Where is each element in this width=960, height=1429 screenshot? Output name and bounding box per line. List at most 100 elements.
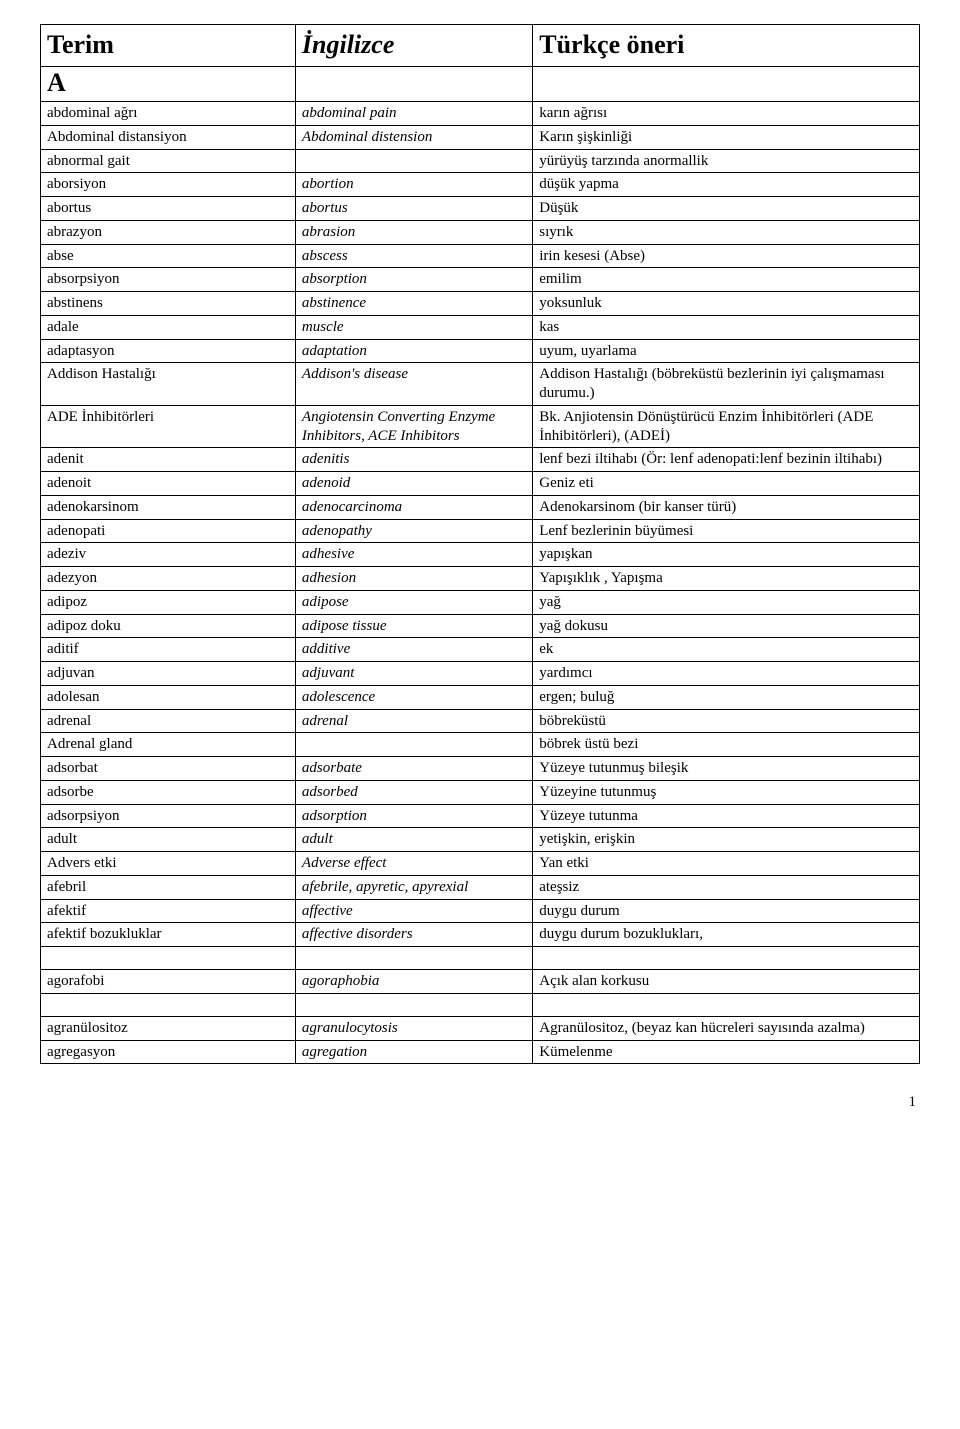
spacer-row bbox=[41, 947, 920, 970]
cell-turkce: duygu durum bozuklukları, bbox=[533, 923, 920, 947]
cell-ingilizce: agranulocytosis bbox=[295, 1016, 532, 1040]
cell-terim: abortus bbox=[41, 197, 296, 221]
cell-terim: abnormal gait bbox=[41, 149, 296, 173]
cell-turkce: Karın şişkinliği bbox=[533, 125, 920, 149]
empty-cell bbox=[41, 947, 296, 970]
cell-ingilizce: Abdominal distension bbox=[295, 125, 532, 149]
cell-turkce: yağ bbox=[533, 590, 920, 614]
cell-terim: adenokarsinom bbox=[41, 495, 296, 519]
cell-turkce: sıyrık bbox=[533, 220, 920, 244]
cell-turkce: böbrek üstü bezi bbox=[533, 733, 920, 757]
cell-terim: adenit bbox=[41, 448, 296, 472]
section-row: A bbox=[41, 66, 920, 102]
cell-terim: agranülositoz bbox=[41, 1016, 296, 1040]
table-row: adjuvanadjuvantyardımcı bbox=[41, 662, 920, 686]
cell-turkce: böbreküstü bbox=[533, 709, 920, 733]
cell-turkce: yoksunluk bbox=[533, 292, 920, 316]
cell-ingilizce: abstinence bbox=[295, 292, 532, 316]
cell-turkce: irin kesesi (Abse) bbox=[533, 244, 920, 268]
table-row: absorpsiyonabsorptionemilim bbox=[41, 268, 920, 292]
cell-terim: adenoit bbox=[41, 472, 296, 496]
cell-terim: adipoz bbox=[41, 590, 296, 614]
cell-turkce: Adenokarsinom (bir kanser türü) bbox=[533, 495, 920, 519]
cell-ingilizce: additive bbox=[295, 638, 532, 662]
cell-ingilizce: adolescence bbox=[295, 685, 532, 709]
cell-terim: aborsiyon bbox=[41, 173, 296, 197]
cell-terim: afebril bbox=[41, 875, 296, 899]
cell-turkce: uyum, uyarlama bbox=[533, 339, 920, 363]
header-turkce: Türkçe öneri bbox=[533, 25, 920, 67]
table-row: adsorbeadsorbedYüzeyine tutunmuş bbox=[41, 780, 920, 804]
cell-ingilizce: adhesion bbox=[295, 567, 532, 591]
cell-terim: Addison Hastalığı bbox=[41, 363, 296, 406]
cell-ingilizce bbox=[295, 149, 532, 173]
cell-ingilizce: adenopathy bbox=[295, 519, 532, 543]
cell-terim: adjuvan bbox=[41, 662, 296, 686]
cell-terim: adsorbat bbox=[41, 757, 296, 781]
table-row: adipozadiposeyağ bbox=[41, 590, 920, 614]
empty-cell bbox=[295, 947, 532, 970]
table-row: abrazyonabrasionsıyrık bbox=[41, 220, 920, 244]
cell-ingilizce: Adverse effect bbox=[295, 852, 532, 876]
cell-terim: adenopati bbox=[41, 519, 296, 543]
table-row: agregasyonagregationKümelenme bbox=[41, 1040, 920, 1064]
cell-turkce: ek bbox=[533, 638, 920, 662]
cell-terim: absorpsiyon bbox=[41, 268, 296, 292]
empty-cell bbox=[295, 66, 532, 102]
table-row: Addison HastalığıAddison's diseaseAddiso… bbox=[41, 363, 920, 406]
cell-ingilizce: abortion bbox=[295, 173, 532, 197]
cell-ingilizce: adipose bbox=[295, 590, 532, 614]
cell-ingilizce: abdominal pain bbox=[295, 102, 532, 126]
empty-cell bbox=[533, 993, 920, 1016]
cell-turkce: Kümelenme bbox=[533, 1040, 920, 1064]
table-row: afektifaffectiveduygu durum bbox=[41, 899, 920, 923]
cell-ingilizce: adaptation bbox=[295, 339, 532, 363]
cell-terim: adsorpsiyon bbox=[41, 804, 296, 828]
cell-ingilizce: Angiotensin Converting Enzyme Inhibitors… bbox=[295, 405, 532, 448]
page-number: 1 bbox=[40, 1094, 920, 1111]
cell-terim: Adrenal gland bbox=[41, 733, 296, 757]
cell-terim: adsorbe bbox=[41, 780, 296, 804]
cell-terim: Advers etki bbox=[41, 852, 296, 876]
table-row: adolesanadolescenceergen; buluğ bbox=[41, 685, 920, 709]
empty-cell bbox=[533, 947, 920, 970]
cell-turkce: karın ağrısı bbox=[533, 102, 920, 126]
cell-turkce: Lenf bezlerinin büyümesi bbox=[533, 519, 920, 543]
table-row: Adrenal gland böbrek üstü bezi bbox=[41, 733, 920, 757]
cell-turkce: yağ dokusu bbox=[533, 614, 920, 638]
cell-ingilizce: affective bbox=[295, 899, 532, 923]
cell-turkce: Yüzeye tutunma bbox=[533, 804, 920, 828]
cell-terim: adrenal bbox=[41, 709, 296, 733]
cell-ingilizce: abortus bbox=[295, 197, 532, 221]
table-row: adenitadenitislenf bezi iltihabı (Ör: le… bbox=[41, 448, 920, 472]
table-row: adenopatiadenopathyLenf bezlerinin büyüm… bbox=[41, 519, 920, 543]
table-row: aborsiyonabortiondüşük yapma bbox=[41, 173, 920, 197]
table-row: abortusabortusDüşük bbox=[41, 197, 920, 221]
cell-ingilizce: affective disorders bbox=[295, 923, 532, 947]
table-row: adultadultyetişkin, erişkin bbox=[41, 828, 920, 852]
cell-ingilizce: afebrile, apyretic, apyrexial bbox=[295, 875, 532, 899]
cell-ingilizce bbox=[295, 733, 532, 757]
cell-turkce: düşük yapma bbox=[533, 173, 920, 197]
table-row: Advers etkiAdverse effectYan etki bbox=[41, 852, 920, 876]
cell-terim: agorafobi bbox=[41, 970, 296, 994]
cell-terim: adolesan bbox=[41, 685, 296, 709]
empty-cell bbox=[41, 993, 296, 1016]
cell-ingilizce: adult bbox=[295, 828, 532, 852]
cell-terim: adezyon bbox=[41, 567, 296, 591]
cell-turkce: ateşsiz bbox=[533, 875, 920, 899]
cell-ingilizce: adhesive bbox=[295, 543, 532, 567]
cell-turkce: yardımcı bbox=[533, 662, 920, 686]
cell-turkce: yetişkin, erişkin bbox=[533, 828, 920, 852]
cell-turkce: Yüzeyine tutunmuş bbox=[533, 780, 920, 804]
cell-ingilizce: adipose tissue bbox=[295, 614, 532, 638]
table-row: afebrilafebrile, apyretic, apyrexialateş… bbox=[41, 875, 920, 899]
cell-turkce: Geniz eti bbox=[533, 472, 920, 496]
cell-ingilizce: adenoid bbox=[295, 472, 532, 496]
table-row: aditifadditiveek bbox=[41, 638, 920, 662]
cell-terim: afektif bbox=[41, 899, 296, 923]
cell-terim: ADE İnhibitörleri bbox=[41, 405, 296, 448]
table-row: abseabscessirin kesesi (Abse) bbox=[41, 244, 920, 268]
cell-turkce: Açık alan korkusu bbox=[533, 970, 920, 994]
table-row: adaptasyonadaptationuyum, uyarlama bbox=[41, 339, 920, 363]
